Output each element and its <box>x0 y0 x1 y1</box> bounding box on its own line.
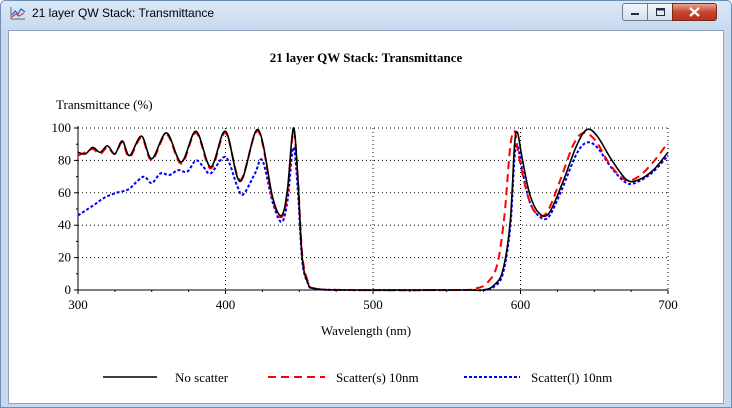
legend-label-scatter-s: Scatter(s) 10nm <box>336 370 419 385</box>
transmittance-plot: 0 20 40 60 80 100 300 400 500 600 700 <box>52 120 678 378</box>
series-line-no-scatter <box>77 127 669 292</box>
y-tick-label: 0 <box>65 282 72 297</box>
chart-app-icon <box>10 7 26 20</box>
maximize-button[interactable] <box>647 3 673 21</box>
chart-title: 21 layer QW Stack: Transmittance <box>269 50 463 65</box>
y-tick-label: 100 <box>52 120 72 135</box>
legend-label-scatter-l: Scatter(l) 10nm <box>531 370 613 385</box>
restore-icon <box>656 8 665 16</box>
minimize-button[interactable] <box>622 3 648 21</box>
minimize-icon <box>631 13 639 15</box>
x-tick-label: 300 <box>68 297 88 312</box>
y-axis-label: Transmittance (%) <box>56 97 153 112</box>
x-axis-label: Wavelength (nm) <box>320 323 412 338</box>
x-tick-label: 700 <box>658 297 678 312</box>
x-tick-label: 500 <box>363 297 383 312</box>
x-tick-label: 400 <box>216 297 236 312</box>
close-icon <box>689 7 700 17</box>
y-tick-label: 60 <box>58 185 71 200</box>
y-tick-label: 80 <box>58 152 71 167</box>
close-button[interactable] <box>672 3 717 21</box>
window-title: 21 layer QW Stack: Transmittance <box>32 6 215 20</box>
legend-label-no-scatter: No scatter <box>175 370 229 385</box>
x-tick-label: 600 <box>511 297 531 312</box>
y-tick-label: 40 <box>58 217 71 232</box>
chart-area: 21 layer QW Stack: Transmittance Transmi… <box>8 30 724 404</box>
y-tick-label: 20 <box>58 250 71 265</box>
series-line-scatter-s <box>77 129 669 292</box>
title-bar[interactable]: 21 layer QW Stack: Transmittance <box>1 1 731 27</box>
